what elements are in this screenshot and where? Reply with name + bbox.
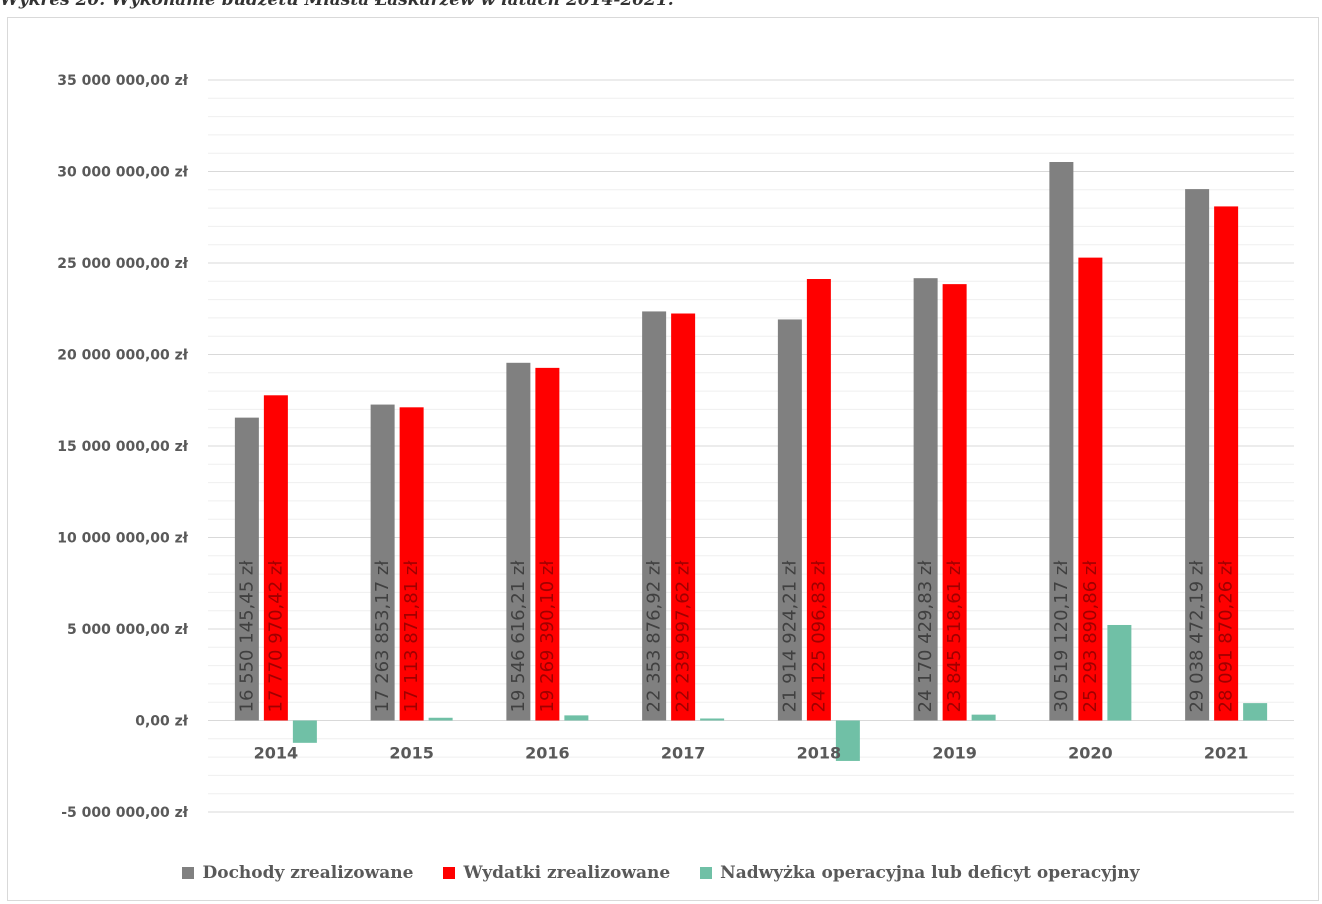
- x-tick-label: 2020: [1068, 744, 1113, 763]
- x-tick-label: 2014: [254, 744, 299, 763]
- bar-wydatki: [1214, 206, 1239, 721]
- bar-dochody: [234, 417, 259, 721]
- bar-nadwyzka: [1243, 703, 1268, 721]
- x-tick-label: 2016: [525, 744, 570, 763]
- bar-nadwyzka: [428, 717, 453, 721]
- y-tick-label: 20 000 000,00 zł: [57, 348, 189, 364]
- data-label: 24 170 429,83 zł: [915, 560, 936, 713]
- data-label: 22 353 876,92 zł: [644, 560, 665, 713]
- data-label: 17 113 871,81 zł: [401, 560, 422, 713]
- bar-nadwyzka: [971, 714, 996, 721]
- chart-caption: Wykres 20. Wykonanie budżetu Miasta Łask…: [0, 0, 674, 10]
- legend-label-nadwyzka: Nadwyżka operacyjna lub deficyt operacyj…: [720, 863, 1140, 883]
- legend-swatch-nadwyzka: [700, 867, 713, 879]
- y-tick-label: 15 000 000,00 zł: [57, 439, 189, 455]
- data-label: 28 091 870,26 zł: [1216, 560, 1237, 713]
- bar-nadwyzka: [564, 715, 589, 721]
- bar-dochody: [506, 362, 531, 721]
- y-tick-label: 25 000 000,00 zł: [57, 256, 189, 272]
- bar-dochody: [913, 278, 938, 721]
- bar-dochody: [642, 311, 667, 721]
- data-label: 24 125 096,83 zł: [808, 560, 829, 713]
- bar-dochody: [370, 404, 395, 721]
- bar-wydatki: [399, 407, 424, 721]
- data-label: 19 269 390,10 zł: [537, 560, 558, 713]
- legend-swatch-dochody: [182, 867, 195, 879]
- legend-item-dochody: Dochody zrealizowane: [182, 863, 413, 883]
- bar-nadwyzka: [292, 720, 317, 743]
- data-label: 19 546 616,21 zł: [508, 560, 529, 713]
- bar-dochody: [1185, 189, 1210, 721]
- bar-wydatki: [806, 279, 831, 721]
- y-tick-label: 35 000 000,00 zł: [57, 73, 189, 89]
- x-tick-label: 2021: [1204, 744, 1249, 763]
- bar-dochody: [1049, 162, 1074, 721]
- data-label: 17 770 970,42 zł: [265, 560, 286, 713]
- legend-item-nadwyzka: Nadwyżka operacyjna lub deficyt operacyj…: [700, 863, 1140, 883]
- data-label: 22 239 997,62 zł: [673, 560, 694, 713]
- x-tick-label: 2015: [389, 744, 434, 763]
- x-tick-label: 2017: [661, 744, 706, 763]
- legend-item-wydatki: Wydatki zrealizowane: [443, 863, 670, 883]
- chart-legend: Dochody zrealizowane Wydatki zrealizowan…: [0, 858, 1322, 888]
- legend-label-dochody: Dochody zrealizowane: [202, 863, 414, 883]
- legend-label-wydatki: Wydatki zrealizowane: [463, 863, 671, 883]
- bar-dochody: [777, 319, 802, 721]
- legend-swatch-wydatki: [443, 867, 456, 879]
- data-label: 17 263 853,17 zł: [372, 560, 393, 713]
- bar-nadwyzka: [1107, 624, 1132, 721]
- bar-nadwyzka: [835, 720, 860, 761]
- y-tick-label: -5 000 000,00 zł: [61, 805, 189, 821]
- data-label: 30 519 120,17 zł: [1051, 560, 1072, 713]
- x-tick-label: 2018: [797, 744, 842, 763]
- bar-wydatki: [1078, 257, 1103, 721]
- y-tick-label: 5 000 000,00 zł: [67, 622, 189, 638]
- bar-wydatki: [942, 284, 967, 721]
- bar-nadwyzka: [700, 718, 725, 721]
- y-tick-label: 0,00 zł: [135, 714, 189, 730]
- bar-wydatki: [535, 367, 560, 721]
- data-label: 23 845 518,61 zł: [944, 560, 965, 713]
- y-tick-label: 30 000 000,00 zł: [57, 165, 189, 181]
- bar-wydatki: [263, 395, 288, 721]
- y-tick-label: 10 000 000,00 zł: [57, 531, 189, 547]
- bar-wydatki: [671, 313, 696, 721]
- data-label: 16 550 145,45 zł: [236, 560, 257, 713]
- data-label: 29 038 472,19 zł: [1187, 560, 1208, 713]
- data-label: 25 293 890,86 zł: [1080, 560, 1101, 713]
- data-label: 21 914 924,21 zł: [779, 560, 800, 713]
- x-tick-label: 2019: [932, 744, 977, 763]
